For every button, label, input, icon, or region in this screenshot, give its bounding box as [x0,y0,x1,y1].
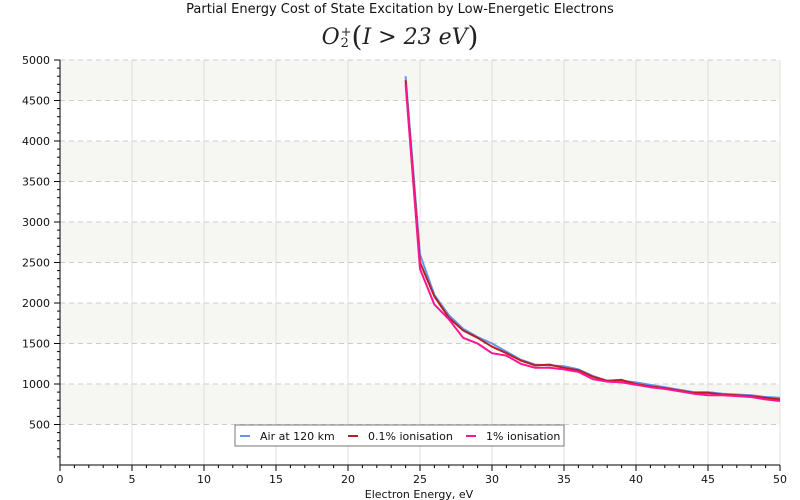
subtitle-indices: +2 [340,25,352,51]
legend-box [234,424,565,447]
x-axis-label: Electron Energy, eV [365,488,474,500]
y-tick-label: 5000 [22,54,50,67]
y-tick-label: 4000 [22,135,50,148]
subtitle-species: O [321,25,340,50]
y-tick-label: 2000 [22,297,50,310]
x-axis-ticks: 0 5 10 15 20 25 30 35 40 45 50 [57,465,787,486]
x-tick-label: 45 [701,473,715,486]
x-tick-label: 15 [269,473,283,486]
y-tick-label: 1000 [22,378,50,391]
subtitle-subscript: 2 [340,36,349,51]
x-tick-label: 10 [197,473,211,486]
y-tick-label: 3000 [22,216,50,229]
series-line-1 [404,80,781,401]
grid-lines [60,59,781,465]
y-tick-label: 2500 [22,257,50,270]
x-tick-label: 20 [341,473,355,486]
y-axis-ticks: 500 1000 1500 2000 2500 3000 3500 4000 4500 5000 [22,54,60,458]
legend-label-1: 0.1% ionisation [368,430,453,443]
series-lines [404,76,781,402]
y-tick-label: 4500 [22,95,50,108]
y-tick-label: 3500 [22,176,50,189]
series-line-2 [404,84,781,402]
chart-subtitle: O+ 2(I > 23 eV) [0,20,800,53]
legend-label-0: Air at 120 km [260,430,335,443]
subtitle-close-paren: ) [467,20,479,53]
x-tick-label: 30 [485,473,499,486]
chart-title: Partial Energy Cost of State Excitation … [186,2,614,17]
x-tick-label: 0 [57,473,64,486]
x-tick-label: 35 [557,473,571,486]
subtitle-open-paren: ( [351,20,363,53]
y-tick-label: 500 [29,419,50,432]
subtitle-superscript: + [340,25,352,40]
y-tick-label: 1500 [22,338,50,351]
x-tick-label: 40 [629,473,643,486]
subtitle-condition: I > 23 eV [362,25,468,50]
x-tick-label: 5 [129,473,136,486]
legend: Air at 120 km 0.1% ionisation 1% ionisatio… [234,424,565,447]
x-tick-label: 25 [413,473,427,486]
x-tick-label: 50 [773,473,787,486]
legend-label-2: 1% ionisation [486,430,560,443]
